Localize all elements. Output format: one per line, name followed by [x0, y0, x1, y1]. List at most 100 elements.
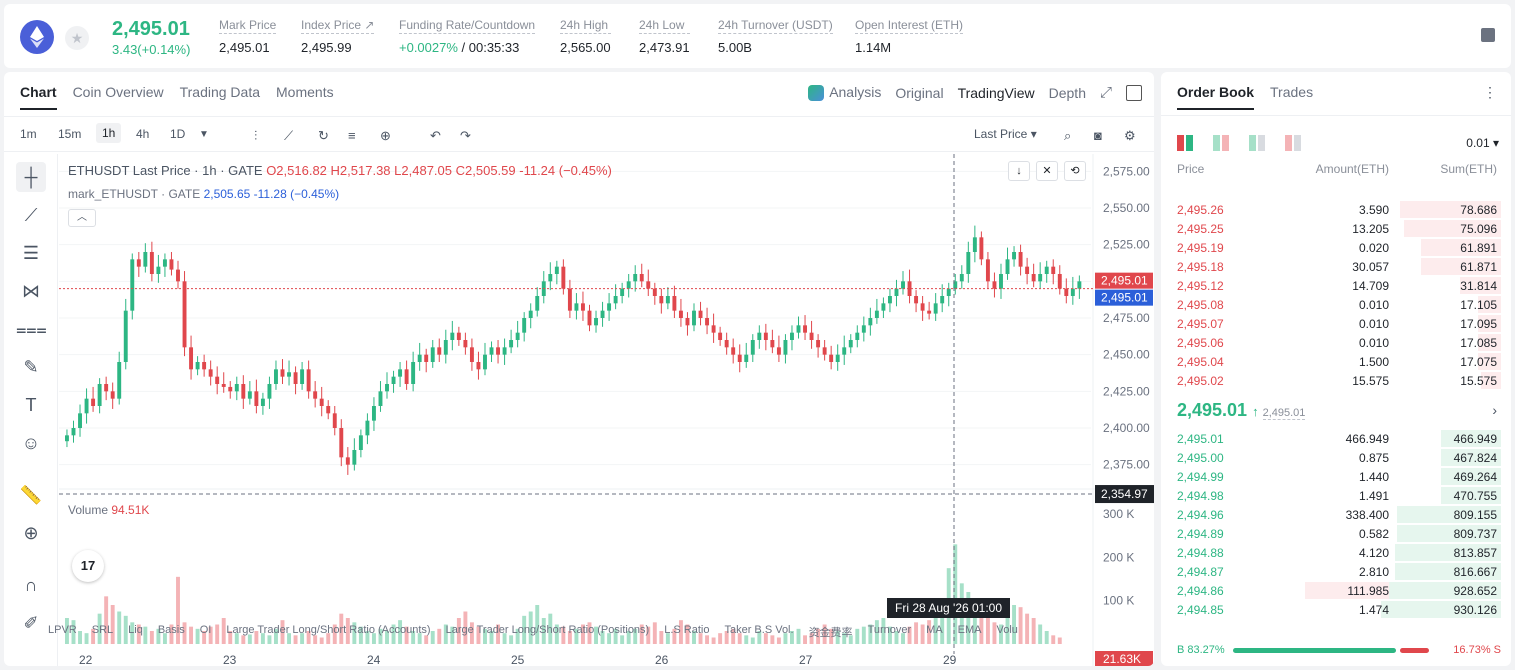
undo-icon[interactable]: ↶ — [430, 128, 441, 143]
analysis-button[interactable]: Analysis — [808, 84, 881, 102]
camera-icon[interactable]: ◙ — [1094, 128, 1102, 143]
indicator-item[interactable]: L.S Ratio — [664, 624, 710, 636]
indicators-icon[interactable]: ⟋ — [284, 128, 294, 143]
bid-row[interactable]: 2,494.96 338.400 809.155 — [1161, 505, 1511, 524]
timeframe-4h[interactable]: 4h — [136, 127, 150, 141]
tab-moments[interactable]: Moments — [276, 84, 334, 100]
bid-row[interactable]: 2,494.98 1.491 470.755 — [1161, 486, 1511, 505]
bid-row[interactable]: 2,494.89 0.582 809.737 — [1161, 524, 1511, 543]
volume-bar — [130, 622, 135, 644]
ask-row[interactable]: 2,495.02 15.575 15.575 — [1161, 371, 1511, 390]
pattern-icon[interactable]: ⋈ — [22, 281, 40, 301]
loop-icon[interactable]: ⟲ — [1064, 161, 1086, 181]
price-chart[interactable]: 2,575.002,550.002,525.002,500.002,475.00… — [59, 154, 1154, 666]
indicator-item[interactable]: 资金费率 — [808, 627, 853, 639]
gear-icon[interactable]: ⚙ — [1124, 128, 1136, 143]
timeframe-dropdown-icon[interactable]: ▼ — [199, 129, 209, 140]
settings-list-icon[interactable]: ≡ — [348, 128, 356, 143]
horizontal-lines-icon[interactable]: ☰ — [22, 243, 40, 263]
indicator-item[interactable]: Liq — [128, 624, 143, 636]
collapse-legend-button[interactable]: ︿ — [68, 209, 96, 227]
add-indicator-icon[interactable]: ⊕ — [380, 128, 391, 143]
tab-trades[interactable]: Trades — [1270, 84, 1314, 100]
ask-row[interactable]: 2,495.26 3.590 78.686 — [1161, 200, 1511, 219]
document-icon[interactable] — [1481, 28, 1495, 42]
indicator-item[interactable]: Turnover — [867, 624, 912, 636]
view-depth[interactable]: Depth — [1048, 84, 1086, 101]
indicator-item[interactable]: Volu — [996, 624, 1018, 636]
timeframe-1m[interactable]: 1m — [20, 127, 37, 141]
indicator-item[interactable]: Basis — [157, 624, 185, 636]
brush-icon[interactable]: ✎ — [23, 357, 39, 377]
stat-index-price[interactable]: Index Price ↗ 2,495.99 — [301, 18, 375, 55]
fib-icon[interactable]: ⩶ — [16, 319, 47, 339]
candle-body — [417, 354, 422, 362]
layout-asks-icon[interactable] — [1285, 135, 1301, 151]
indicator-item[interactable]: OI — [199, 624, 212, 636]
scroll-down-icon[interactable]: ↓ — [1008, 161, 1030, 181]
bid-row[interactable]: 2,494.99 1.440 469.264 — [1161, 467, 1511, 486]
expand-icon[interactable]: ⤢ — [1099, 84, 1112, 102]
tradingview-logo-icon[interactable]: 17 — [72, 550, 104, 582]
ruler-icon[interactable]: 📏 — [19, 485, 43, 505]
bid-row[interactable]: 2,494.88 4.120 813.857 — [1161, 543, 1511, 562]
ask-row[interactable]: 2,495.12 14.709 31.814 — [1161, 276, 1511, 295]
view-tradingview[interactable]: TradingView — [957, 84, 1035, 101]
bid-row[interactable]: 2,494.87 2.810 816.667 — [1161, 562, 1511, 581]
indicator-item[interactable]: Taker B.S Vol. — [724, 624, 794, 636]
price-type-select[interactable]: Last Price ▾ — [974, 127, 1037, 141]
trendline-icon[interactable]: ⟋ — [24, 205, 38, 225]
volume-bar — [391, 624, 396, 644]
ask-row[interactable]: 2,495.07 0.010 17.095 — [1161, 314, 1511, 333]
tab-coin-overview[interactable]: Coin Overview — [72, 84, 164, 100]
layout-bids-icon[interactable] — [1249, 135, 1265, 151]
fullscreen-icon[interactable] — [1126, 84, 1142, 101]
redo-icon[interactable]: ↷ — [460, 128, 471, 143]
timeframe-1d[interactable]: 1D — [170, 127, 186, 141]
bid-row[interactable]: 2,494.85 1.474 930.126 — [1161, 600, 1511, 619]
ask-row[interactable]: 2,495.06 0.010 17.085 — [1161, 333, 1511, 352]
pencil-icon[interactable]: ✐ — [23, 613, 39, 633]
more-menu-icon[interactable]: ⋮ — [1483, 84, 1497, 100]
order-amount: 1.440 — [1358, 470, 1389, 484]
indicator-item[interactable]: EMA — [957, 624, 982, 636]
ask-row[interactable]: 2,495.19 0.020 61.891 — [1161, 238, 1511, 257]
timeframe-15m[interactable]: 15m — [58, 127, 82, 141]
search-icon[interactable]: ⌕ — [1064, 128, 1072, 143]
ask-row[interactable]: 2,495.25 13.205 75.096 — [1161, 219, 1511, 238]
indicator-item[interactable]: SRL — [91, 624, 114, 636]
indicator-item[interactable]: Large Trader Long/Short Ratio (Accounts) — [226, 624, 431, 636]
emoji-icon[interactable]: ☺ — [21, 433, 41, 453]
tab-chart[interactable]: Chart — [20, 84, 57, 110]
candle-body — [1038, 274, 1043, 282]
favorite-star-icon[interactable]: ★ — [65, 26, 89, 50]
indicator-item[interactable]: LPVR — [48, 624, 77, 636]
layout-split-icon[interactable] — [1213, 135, 1229, 151]
candle-body — [84, 398, 89, 414]
view-original[interactable]: Original — [895, 84, 944, 101]
indicator-item[interactable]: MA — [926, 624, 943, 636]
volume-bar — [966, 592, 971, 644]
bid-row[interactable]: 2,495.00 0.875 467.824 — [1161, 448, 1511, 467]
ask-row[interactable]: 2,495.18 30.057 61.871 — [1161, 257, 1511, 276]
crosshair-icon[interactable]: ┼ — [16, 162, 46, 192]
tab-trading-data[interactable]: Trading Data — [179, 84, 261, 100]
order-amount: 0.010 — [1358, 336, 1389, 350]
bid-row[interactable]: 2,494.86 111.985 928.652 — [1161, 581, 1511, 600]
text-tool-icon[interactable]: T — [25, 395, 37, 415]
indicator-item[interactable]: Large Trader Long/Short Ratio (Positions… — [445, 624, 650, 636]
layout-both-icon[interactable] — [1177, 135, 1193, 151]
collapse-icon[interactable]: ✕ — [1036, 161, 1058, 181]
ask-row[interactable]: 2,495.04 1.500 17.075 — [1161, 352, 1511, 371]
timeframe-1h[interactable]: 1h — [96, 123, 122, 143]
magnet-icon[interactable]: ∩ — [24, 575, 38, 595]
chevron-right-icon[interactable]: › — [1492, 402, 1497, 418]
zoom-in-icon[interactable]: ⊕ — [23, 523, 39, 543]
candle-type-icon[interactable]: ⫶ — [254, 128, 258, 143]
refresh-icon[interactable]: ↻ — [318, 128, 329, 143]
ask-row[interactable]: 2,495.08 0.010 17.105 — [1161, 295, 1511, 314]
candle-body — [874, 310, 879, 318]
tab-order-book[interactable]: Order Book — [1177, 84, 1254, 110]
precision-select[interactable]: 0.01 ▾ — [1466, 136, 1499, 150]
bid-row[interactable]: 2,495.01 466.949 466.949 — [1161, 429, 1511, 448]
